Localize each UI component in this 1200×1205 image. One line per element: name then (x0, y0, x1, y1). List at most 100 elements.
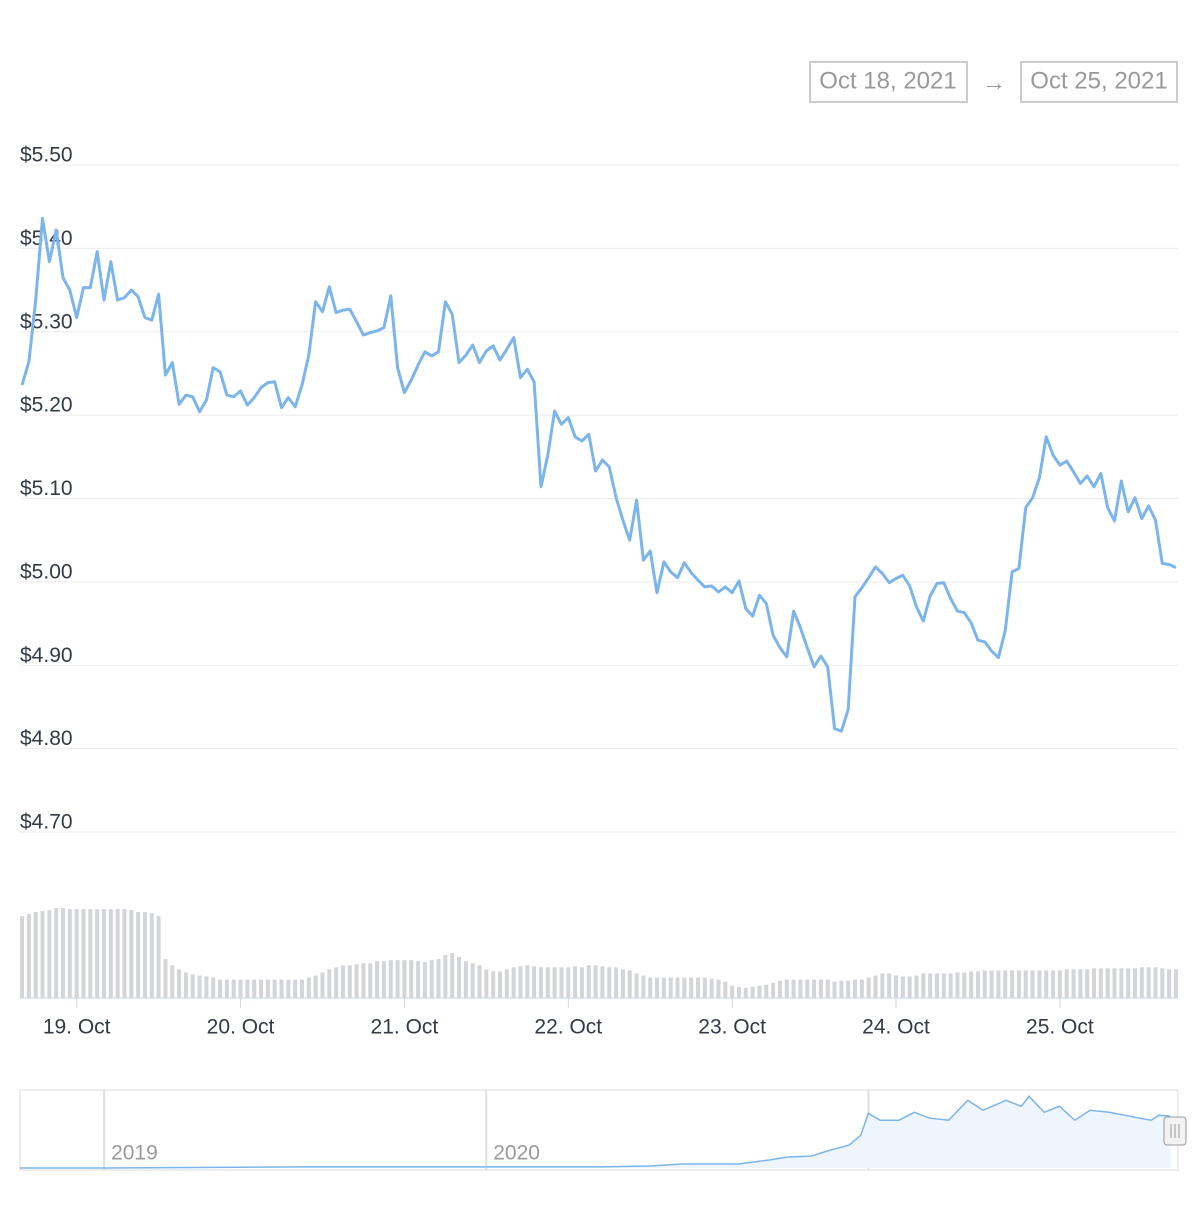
volume-bar (757, 985, 762, 998)
volume-bar (900, 976, 905, 998)
volume-bar (620, 969, 625, 998)
y-tick-label: $5.30 (20, 310, 73, 333)
volume-bar (894, 975, 899, 998)
volume-bar (1010, 970, 1015, 998)
volume-bar (245, 979, 250, 998)
volume-bar (1003, 970, 1008, 998)
navigator-line (20, 1095, 1171, 1169)
volume-bar (948, 973, 953, 998)
volume-bar (395, 960, 400, 998)
volume-bar (914, 975, 919, 998)
volume-bar (989, 970, 994, 998)
volume-bar (716, 979, 721, 998)
volume-bar (586, 965, 591, 998)
volume-bar (1078, 969, 1083, 998)
volume-bar (1173, 969, 1178, 998)
volume-bar (129, 910, 134, 998)
date-arrow: → (982, 69, 1006, 96)
y-tick-label: $4.70 (20, 811, 73, 834)
volume-bar (457, 957, 462, 998)
volume-bar (197, 975, 202, 998)
volume-bar (81, 909, 86, 998)
volume-bar (1153, 967, 1158, 998)
navigator-tick-label: 2019 (111, 1142, 158, 1165)
y-tick-label: $5.10 (20, 477, 73, 500)
volume-bar (812, 979, 817, 998)
volume-bar (115, 909, 120, 998)
volume-bar (668, 977, 673, 998)
volume-bar (61, 908, 66, 998)
volume-bar (982, 970, 987, 998)
x-tick-label: 23. Oct (698, 1016, 766, 1039)
volume-bar (696, 977, 701, 998)
volume-bar (67, 909, 72, 998)
volume-bar (545, 967, 550, 998)
x-tick-label: 25. Oct (1026, 1016, 1094, 1039)
volume-bar (1037, 970, 1042, 998)
volume-bar (655, 977, 660, 998)
date-to-box[interactable] (1020, 61, 1178, 103)
navigator-handle[interactable] (1163, 1116, 1187, 1146)
date-from-box[interactable] (809, 61, 968, 103)
volume-bar (880, 973, 885, 998)
volume-bar (183, 972, 188, 998)
volume-bar (627, 970, 632, 998)
volume-bar (375, 961, 380, 998)
volume-bar (416, 961, 421, 998)
volume-bar (648, 977, 653, 998)
volume-bar (190, 974, 195, 998)
volume-bar (675, 977, 680, 998)
volume-bar (764, 984, 769, 998)
volume-bar (682, 977, 687, 998)
volume-bar (74, 909, 79, 998)
volume-bar (859, 979, 864, 998)
volume-bar (614, 967, 619, 998)
y-tick-label: $5.00 (20, 560, 73, 583)
volume-bar (211, 977, 216, 998)
volume-bar (409, 960, 414, 998)
volume-bar (1167, 969, 1172, 998)
y-tick-label: $5.20 (20, 394, 73, 417)
volume-bar (934, 973, 939, 998)
volume-bar (634, 973, 639, 998)
volume-bar (463, 961, 468, 998)
volume-bar (224, 979, 229, 998)
volume-bar (108, 909, 113, 998)
volume-bar (436, 959, 441, 998)
volume-bar (88, 909, 93, 998)
volume-bar (839, 980, 844, 998)
volume-bar (866, 977, 871, 998)
volume-bar (791, 979, 796, 998)
volume-bar (941, 973, 946, 998)
volume-bar (101, 909, 106, 998)
volume-bar (784, 979, 789, 998)
volume-bar (429, 960, 434, 998)
volume-bar (20, 916, 25, 998)
volume-bar (402, 960, 407, 998)
volume-bar (238, 979, 243, 998)
volume-bar (136, 912, 141, 998)
date-to[interactable]: Oct 25, 2021 (1030, 67, 1167, 94)
volume-bar (177, 969, 182, 998)
date-from[interactable]: Oct 18, 2021 (819, 67, 956, 94)
volume-bar (1126, 968, 1131, 998)
volume-bar (279, 979, 284, 998)
volume-bar (361, 963, 366, 998)
volume-bar (1057, 970, 1062, 998)
volume-bar (743, 987, 748, 998)
volume-bar (600, 966, 605, 998)
volume-bar (231, 979, 236, 998)
volume-bar (832, 981, 837, 998)
volume-bar (95, 909, 100, 998)
x-tick-label: 22. Oct (534, 1016, 602, 1039)
volume-bar (955, 972, 960, 998)
volume-bar (873, 975, 878, 998)
volume-bar (470, 963, 475, 998)
volume-bar (1044, 970, 1049, 998)
volume-bar (1139, 967, 1144, 998)
volume-bar (805, 979, 810, 998)
volume-bar (511, 967, 516, 998)
volume-bar (1105, 968, 1110, 998)
volume-bar (975, 971, 980, 998)
